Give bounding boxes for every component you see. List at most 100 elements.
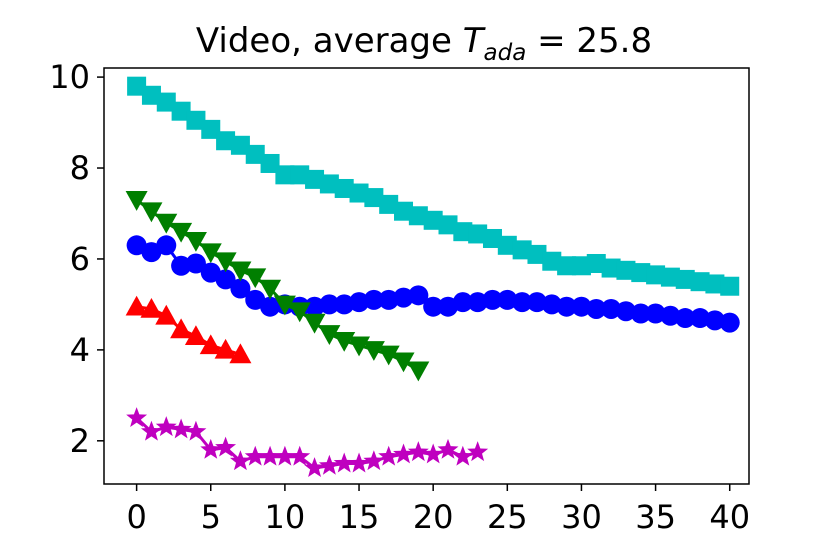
data-point xyxy=(646,265,666,285)
data-point xyxy=(527,244,547,264)
data-point xyxy=(260,153,280,173)
data-point xyxy=(140,420,162,441)
data-point xyxy=(363,450,385,471)
data-point xyxy=(244,268,267,289)
data-point xyxy=(170,318,193,339)
data-point xyxy=(186,110,206,130)
x-tick-label: 20 xyxy=(413,498,454,536)
data-point xyxy=(140,202,163,223)
data-point xyxy=(185,253,206,274)
data-point xyxy=(140,297,163,318)
x-tick-label: 10 xyxy=(265,498,306,536)
data-point xyxy=(467,441,489,462)
axes-frame xyxy=(103,67,750,485)
data-point xyxy=(393,287,414,308)
data-point xyxy=(408,285,429,306)
data-point xyxy=(377,345,400,366)
data-point xyxy=(392,352,415,373)
data-point xyxy=(126,407,148,427)
data-point xyxy=(349,292,370,313)
series-triangle-down xyxy=(125,191,430,382)
series-circle xyxy=(126,235,740,333)
data-point xyxy=(303,313,326,334)
data-point xyxy=(229,450,251,471)
data-point xyxy=(512,240,532,260)
data-point xyxy=(229,261,252,282)
data-point xyxy=(378,445,400,466)
series-star xyxy=(126,407,489,477)
data-point xyxy=(363,289,384,310)
data-point xyxy=(318,325,341,345)
data-point xyxy=(290,165,310,185)
data-point xyxy=(304,296,325,317)
data-point xyxy=(557,256,577,276)
data-point xyxy=(288,302,311,323)
data-point xyxy=(631,263,651,283)
y-tick-label: 2 xyxy=(70,422,90,460)
x-tick-label: 35 xyxy=(635,498,676,536)
series-square xyxy=(127,76,740,296)
data-point xyxy=(675,269,695,289)
data-point xyxy=(127,76,147,96)
data-point xyxy=(214,338,237,359)
data-point xyxy=(616,260,636,280)
data-point xyxy=(571,256,591,276)
data-point xyxy=(171,101,191,121)
data-point xyxy=(230,135,250,155)
x-tick-label: 0 xyxy=(126,498,146,536)
data-point xyxy=(468,224,488,244)
data-point xyxy=(260,296,281,317)
data-point xyxy=(601,258,621,278)
data-point xyxy=(185,420,207,441)
data-point xyxy=(333,452,355,473)
x-tick-label: 5 xyxy=(201,498,221,536)
data-point xyxy=(407,361,430,382)
data-point xyxy=(571,296,592,317)
data-point xyxy=(141,85,161,105)
data-point xyxy=(245,144,265,164)
data-point xyxy=(379,194,399,214)
data-point xyxy=(274,445,296,466)
data-point xyxy=(482,289,503,310)
chart-title: Video, average Tada = 25.8 xyxy=(196,21,652,66)
data-point xyxy=(155,416,177,437)
y-tick-label: 6 xyxy=(70,240,90,278)
data-point xyxy=(393,443,414,464)
data-point xyxy=(705,274,725,294)
data-point xyxy=(586,298,607,319)
data-point xyxy=(259,279,282,300)
x-tick-label: 30 xyxy=(561,498,602,536)
y-tick-label: 4 xyxy=(70,331,90,369)
data-point xyxy=(184,325,207,346)
data-point xyxy=(215,436,237,457)
data-point xyxy=(155,304,178,325)
data-point xyxy=(720,276,740,296)
data-point xyxy=(467,292,488,313)
data-point xyxy=(408,206,428,226)
data-point xyxy=(586,253,606,273)
series-triangle-up xyxy=(125,295,252,364)
data-point xyxy=(630,303,651,324)
data-point xyxy=(171,255,192,276)
data-point xyxy=(422,443,444,464)
data-point xyxy=(615,301,636,322)
data-point xyxy=(423,210,443,230)
data-point xyxy=(452,445,474,466)
data-point xyxy=(423,296,444,317)
data-point xyxy=(645,303,666,324)
data-point xyxy=(378,289,399,310)
data-point xyxy=(660,305,681,326)
data-point xyxy=(184,231,207,252)
data-point xyxy=(319,174,339,194)
data-point xyxy=(200,438,222,459)
data-point xyxy=(244,445,266,466)
data-point xyxy=(216,131,236,151)
data-point xyxy=(199,334,222,355)
data-point xyxy=(394,201,414,221)
data-point xyxy=(719,312,740,333)
data-point xyxy=(289,445,311,466)
data-point xyxy=(334,178,354,198)
data-point xyxy=(437,438,459,459)
data-point xyxy=(497,289,518,310)
